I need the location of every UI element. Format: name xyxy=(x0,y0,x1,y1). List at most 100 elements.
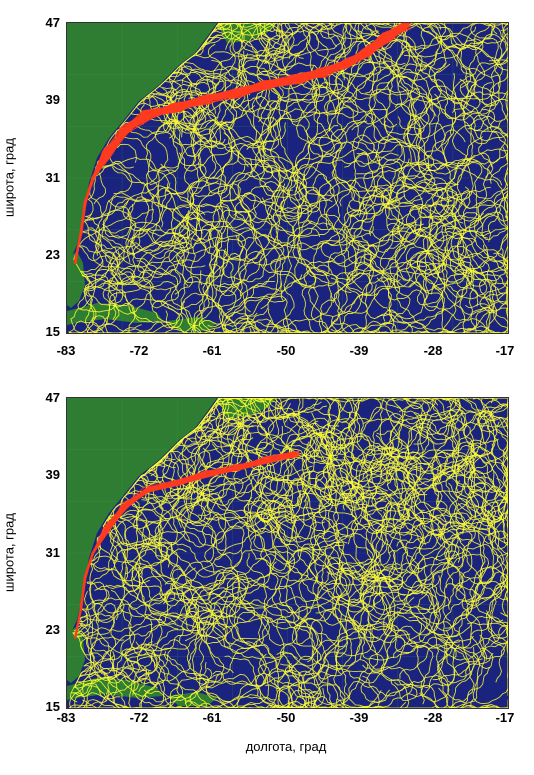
drifter-track xyxy=(297,670,449,708)
drifter-track xyxy=(83,661,183,708)
drifter-track xyxy=(242,184,395,237)
drifter-track xyxy=(242,50,331,180)
drifter-track xyxy=(479,264,508,314)
drifter-track xyxy=(219,23,284,61)
drifter-track xyxy=(389,72,457,205)
x-axis-label: долгота, град xyxy=(245,739,327,754)
drifter-track xyxy=(429,114,508,241)
drifter-track xyxy=(275,504,348,669)
drifter-track xyxy=(326,398,387,499)
y-tick-label: 47 xyxy=(45,390,60,405)
drifter-track xyxy=(438,687,508,708)
florida-peninsula xyxy=(67,251,85,308)
drifter-track xyxy=(127,96,201,263)
drifter-track xyxy=(132,578,213,707)
drifter-track xyxy=(308,544,461,649)
drifter-track xyxy=(270,256,372,294)
drifter-track xyxy=(94,576,269,625)
drifter-track xyxy=(285,23,420,96)
drifter-track xyxy=(466,278,508,333)
drifter-track xyxy=(141,182,241,229)
drifter-track xyxy=(167,672,278,708)
drifter-track xyxy=(265,684,340,708)
gulf-stream-track xyxy=(73,25,411,263)
drifter-track xyxy=(198,270,272,333)
drifter-track xyxy=(135,602,298,659)
drifter-track xyxy=(136,224,189,279)
drifter-track xyxy=(219,650,306,708)
drifter-track xyxy=(323,62,403,166)
y-axis-label: широта, град xyxy=(1,138,17,217)
drifter-track xyxy=(119,68,256,172)
drifter-track xyxy=(404,62,491,201)
drifter-track xyxy=(127,196,193,324)
drifter-track xyxy=(326,59,375,236)
drifter-track xyxy=(452,403,508,508)
drifter-track xyxy=(277,671,391,708)
drifter-track xyxy=(219,23,329,44)
drifter-track xyxy=(390,398,486,488)
drifter-track xyxy=(269,312,336,333)
drifter-track-map xyxy=(66,22,509,334)
drifter-track xyxy=(398,158,508,249)
x-tick-label: -28 xyxy=(423,343,443,358)
drifter-track xyxy=(345,185,438,282)
drifter-track xyxy=(403,398,493,419)
drifter-track xyxy=(122,200,251,313)
drifter-track xyxy=(174,100,286,158)
drifter-track xyxy=(114,536,159,696)
drifter-track xyxy=(417,575,508,649)
drifter-track xyxy=(153,457,297,542)
drifter-track xyxy=(232,562,319,661)
drifter-track xyxy=(443,33,507,98)
drifter-track xyxy=(302,152,399,263)
drifter-track xyxy=(195,23,268,59)
drifter-track xyxy=(396,455,495,547)
drifter-track xyxy=(204,424,340,523)
drifter-track xyxy=(262,403,316,507)
drifter-track xyxy=(83,198,150,283)
x-tick-label: -61 xyxy=(202,710,222,725)
drifter-track xyxy=(229,159,285,290)
drifter-track xyxy=(81,251,169,327)
drifter-track xyxy=(380,99,434,210)
drifter-track xyxy=(230,181,303,292)
drifter-track xyxy=(148,582,218,637)
drifter-track xyxy=(224,655,317,708)
x-tick-label: -17 xyxy=(495,710,515,725)
drifter-track xyxy=(89,500,161,587)
drifter-track xyxy=(444,455,508,629)
drifter-track xyxy=(170,132,233,295)
gulf-stream-tracks xyxy=(73,450,301,640)
drifter-track xyxy=(354,507,452,554)
drifter-track xyxy=(208,210,287,333)
map-canvas xyxy=(67,398,508,708)
drifter-track xyxy=(358,23,484,89)
drifter-track xyxy=(158,79,219,130)
drifter-track xyxy=(254,478,351,598)
drifter-track xyxy=(403,23,481,120)
drifter-track xyxy=(458,538,505,660)
drifter-track xyxy=(376,250,446,312)
drifter-track xyxy=(273,166,341,238)
drifter-track xyxy=(303,431,425,511)
drifter-track xyxy=(462,411,508,535)
drifter-track xyxy=(346,618,449,708)
drifter-track xyxy=(455,567,508,639)
drifter-track xyxy=(202,491,296,574)
drifter-track xyxy=(379,293,508,333)
drifter-track xyxy=(181,23,249,168)
drifter-track xyxy=(375,434,486,491)
drifter-track xyxy=(231,50,304,173)
drifter-track xyxy=(326,323,405,333)
drifter-track xyxy=(185,447,293,551)
drifter-track xyxy=(178,492,249,618)
drifter-tracks xyxy=(67,23,508,333)
drifter-track xyxy=(118,210,190,309)
drifter-track xyxy=(72,653,223,699)
drifter-track xyxy=(311,408,366,497)
drifter-track xyxy=(215,23,293,92)
drifter-track xyxy=(352,576,438,654)
drifter-track xyxy=(167,75,225,157)
drifter-track xyxy=(73,286,142,333)
